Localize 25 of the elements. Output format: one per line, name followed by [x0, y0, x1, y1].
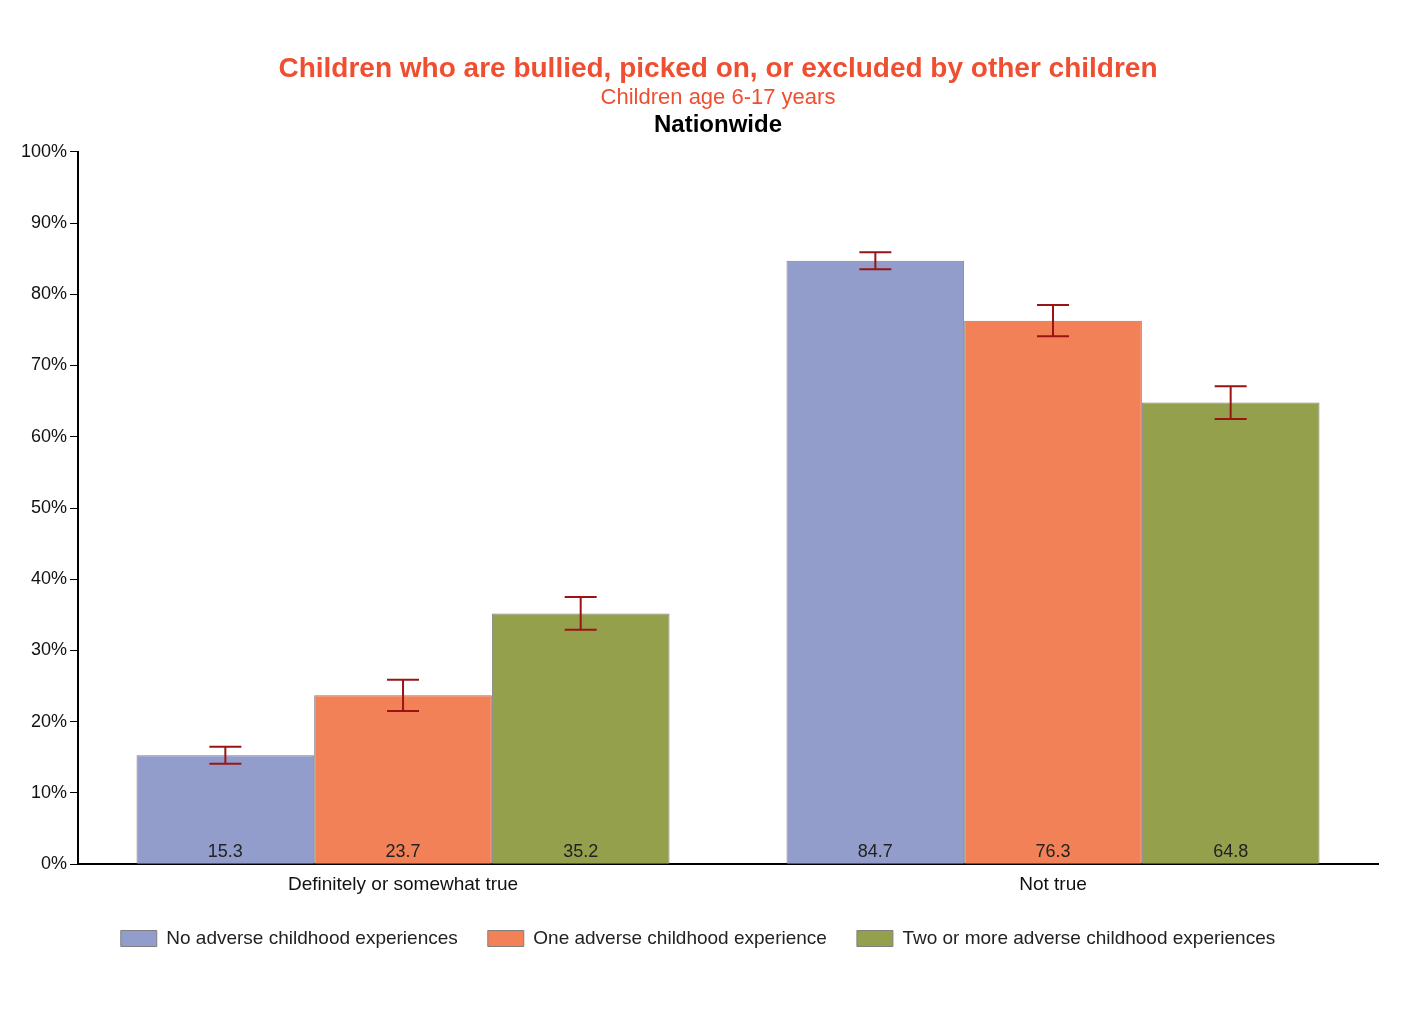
y-tick-label: 40% — [31, 568, 68, 589]
y-tick-label: 0% — [41, 853, 68, 874]
y-tick-label: 100% — [20, 140, 68, 161]
y-tick-label: 80% — [31, 283, 68, 304]
data-label: 23.7 — [385, 841, 421, 862]
y-tick-label: 50% — [31, 496, 68, 517]
legend-label: One adverse childhood experience — [533, 926, 827, 948]
data-label: 15.3 — [207, 841, 243, 862]
text: Nationwide — [653, 110, 783, 138]
y-tick-label: 30% — [31, 639, 68, 660]
data-label: 64.8 — [1213, 841, 1249, 862]
legend-label: Two or more adverse childhood experiences — [902, 926, 1276, 948]
data-label: 84.7 — [857, 841, 893, 862]
y-tick-label: 90% — [31, 212, 68, 233]
x-tick-label: Definitely or somewhat true — [287, 872, 519, 894]
y-tick-label: 10% — [31, 781, 68, 802]
y-tick-label: 70% — [31, 354, 68, 375]
chart-subtitle: Children age 6-17 years — [599, 84, 837, 110]
data-label: 35.2 — [563, 841, 599, 862]
x-tick-label: Not true — [1019, 872, 1087, 894]
y-tick-label: 20% — [31, 710, 68, 731]
legend-label: No adverse childhood experiences — [166, 926, 458, 948]
chart-title: Children who are bullied, picked on, or excluded by other children — [277, 52, 1159, 84]
y-tick-label: 60% — [31, 425, 68, 446]
data-label: 76.3 — [1035, 841, 1071, 862]
